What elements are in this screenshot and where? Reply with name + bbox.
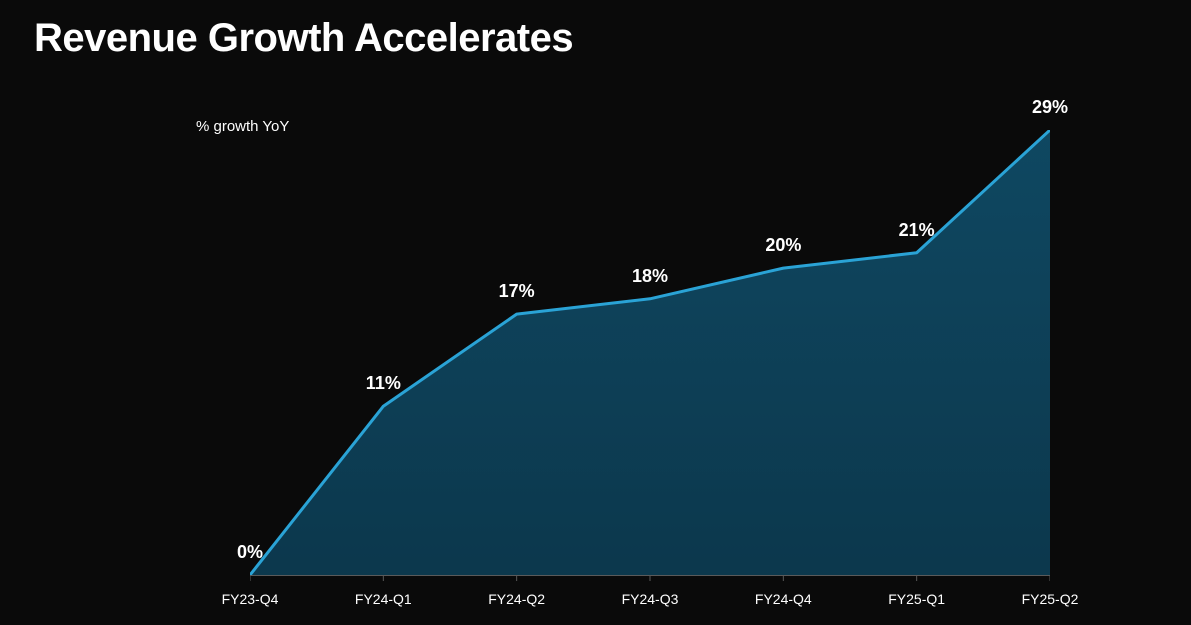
slide-title: Revenue Growth Accelerates [34,16,573,61]
x-axis-label: FY24-Q1 [355,591,412,607]
x-axis-label: FY24-Q3 [622,591,679,607]
x-axis-label: FY23-Q4 [222,591,279,607]
x-axis-label: FY24-Q2 [488,591,545,607]
data-label: 20% [765,235,801,256]
x-axis-label: FY25-Q2 [1022,591,1079,607]
x-axis-label: FY25-Q1 [888,591,945,607]
slide: Revenue Growth Accelerates % growth YoY … [0,0,1191,625]
data-label: 17% [499,281,535,302]
data-label: 29% [1032,97,1068,118]
x-axis-label: FY24-Q4 [755,591,812,607]
data-label: 21% [899,220,935,241]
data-label: 0% [237,542,263,563]
revenue-growth-chart: 0%11%17%18%20%21%29%FY23-Q4FY24-Q1FY24-Q… [250,130,1050,615]
data-label: 11% [366,373,401,394]
chart-area-fill [250,130,1050,575]
data-label: 18% [632,266,668,287]
